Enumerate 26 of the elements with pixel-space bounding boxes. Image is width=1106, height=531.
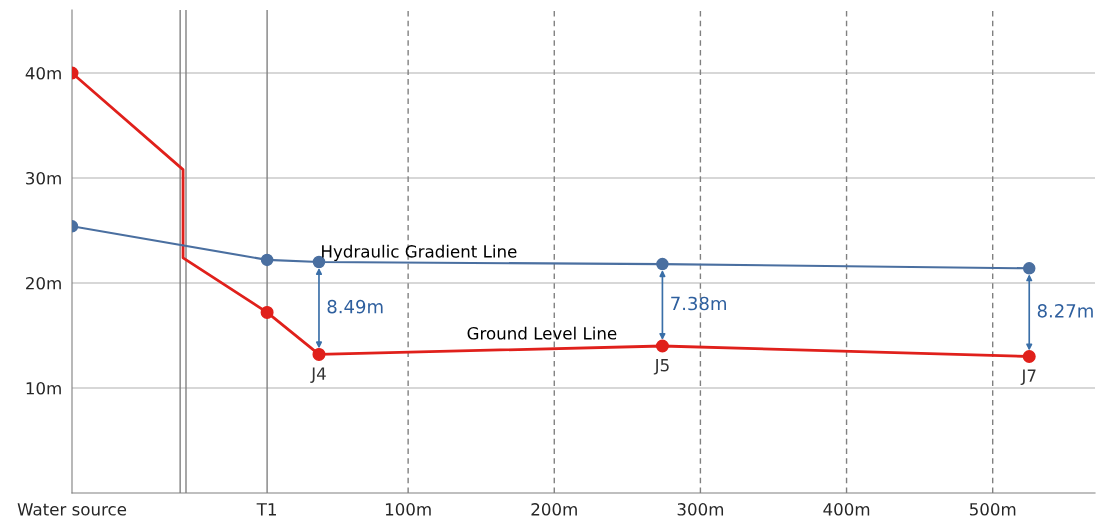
y-tick-label: 20m: [26, 276, 61, 290]
point: [1022, 262, 1036, 275]
y-tick-label: 10m: [26, 381, 61, 395]
annotation: 8.49m: [327, 299, 383, 314]
x-tick-label: 300m: [677, 503, 724, 516]
annotation: J7: [1020, 369, 1036, 386]
annotation: J5: [653, 359, 669, 375]
x-tick-label: 400m: [823, 503, 870, 516]
series-label: Hydraulic Gradient Line: [322, 244, 517, 261]
annotation: J4: [310, 367, 326, 383]
point: [656, 257, 669, 271]
x-tick-label: Water source: [17, 503, 127, 516]
x-tick-label: T1: [256, 503, 276, 516]
point: [260, 253, 274, 267]
annotation: 7.38m: [671, 296, 726, 311]
y-tick-label: 30m: [26, 171, 61, 185]
x-tick-label: 500m: [969, 503, 1016, 516]
series-label: Ground Level Line: [467, 326, 617, 340]
point: [655, 339, 669, 353]
point: [260, 305, 274, 319]
point: [312, 347, 326, 361]
point: [1022, 349, 1036, 364]
x-tick-label: 100m: [385, 503, 431, 516]
annotation: 8.27m: [1037, 303, 1093, 318]
x-tick-label: 200m: [531, 503, 577, 516]
y-tick-label: 40m: [25, 66, 61, 80]
